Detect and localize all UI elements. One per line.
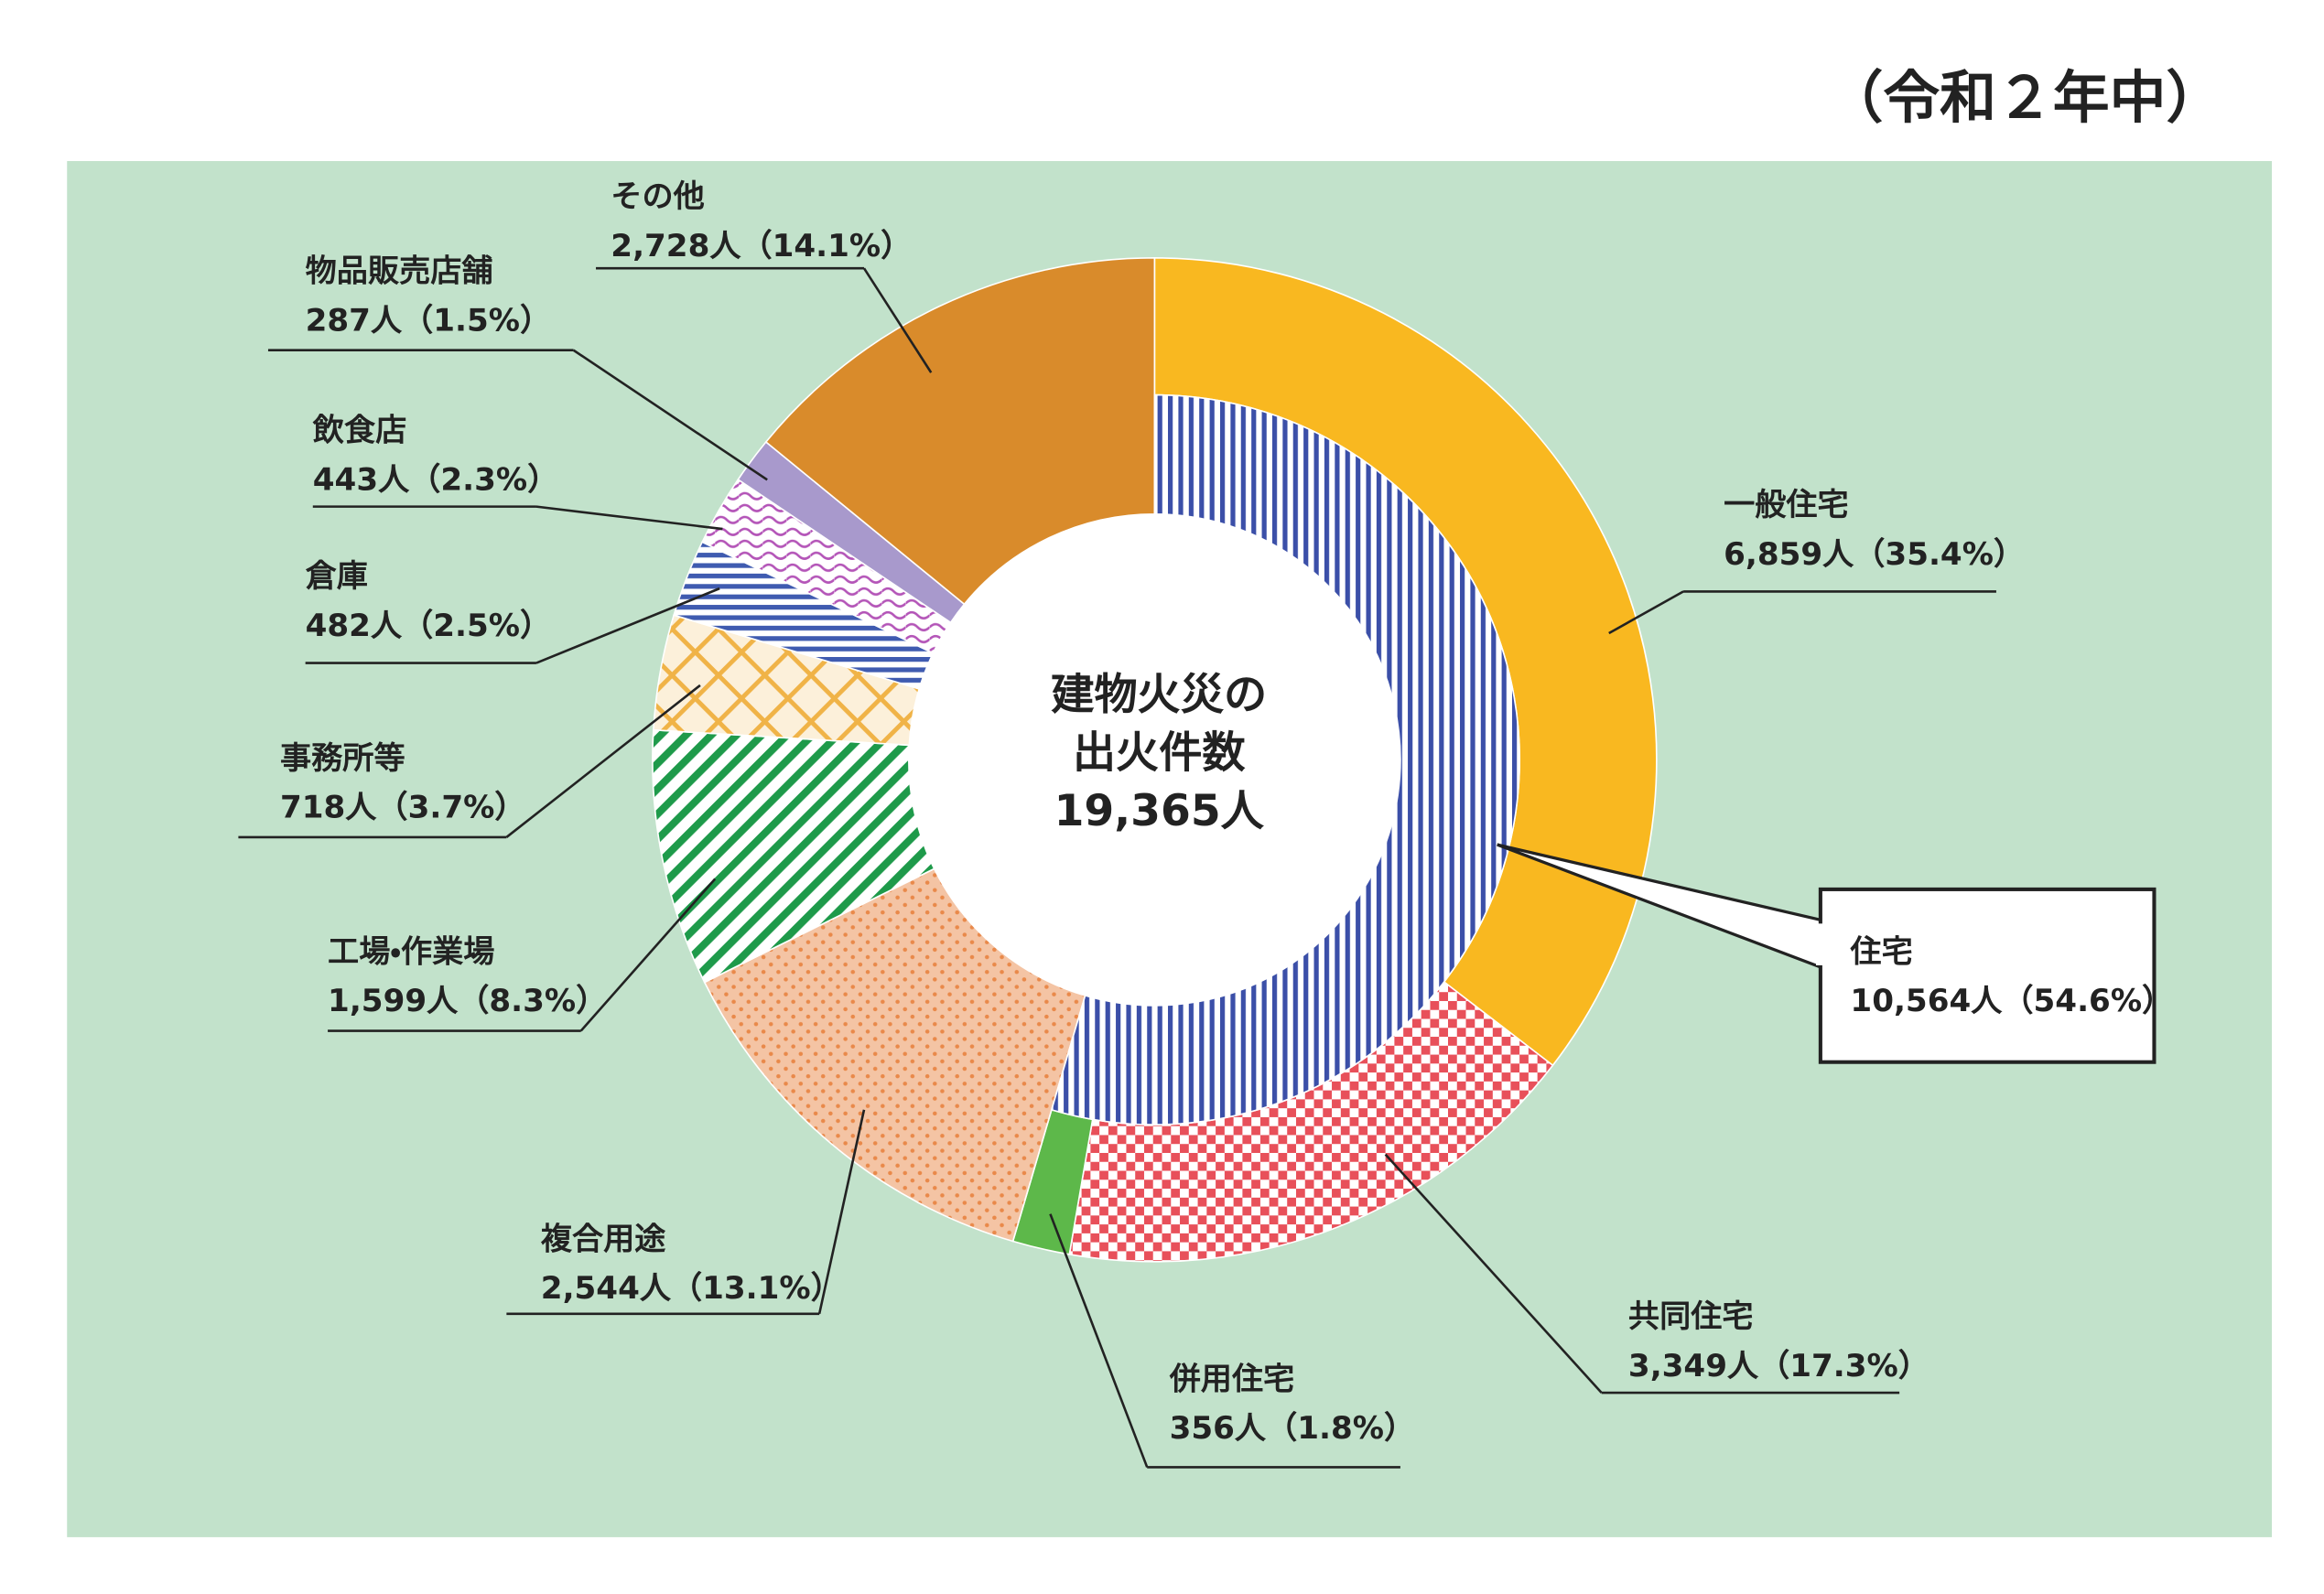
- category-label: 一般住宅: [1724, 487, 1849, 523]
- value-label: 482人（2.5%）: [306, 608, 552, 644]
- category-label: 工場・作業場: [328, 933, 494, 970]
- leader-line: [1608, 590, 1996, 635]
- center-label: 建物火災の: [1051, 670, 1267, 720]
- center-label: 出火件数: [1073, 727, 1247, 778]
- leader-line: [328, 878, 717, 1032]
- donut: [652, 257, 1658, 1263]
- category-label: 複合用途: [541, 1222, 666, 1258]
- leader-line: [1049, 1213, 1400, 1469]
- leader-line: [267, 349, 768, 481]
- category-label: 住宅: [1849, 933, 1912, 970]
- value-label: 287人（1.5%）: [306, 302, 552, 339]
- value-label: 1,599人（8.3%）: [328, 983, 607, 1019]
- value-label: 718人（3.7%）: [280, 790, 526, 826]
- value-label: 443人（2.3%）: [313, 461, 559, 498]
- leader-line: [305, 587, 720, 664]
- leader-line: [596, 266, 933, 373]
- leader-line: [1384, 1153, 1900, 1395]
- value-label: 6,859人（35.4%）: [1724, 536, 2025, 573]
- labels: 一般住宅 6,859人（35.4%） 共同住宅 3,349人（17.3%） 併用住宅 35…: [238, 178, 2173, 1469]
- page-title: （令和２年中）: [1827, 65, 2223, 131]
- center-label: 19,365人: [1054, 786, 1265, 836]
- category-label: 飲食店: [312, 413, 406, 449]
- category-label: 物品販売店舗: [306, 253, 493, 290]
- category-label: その他: [611, 178, 704, 215]
- leader-line: [238, 684, 701, 839]
- category-label: 併用住宅: [1169, 1362, 1295, 1398]
- value-label: 3,349人（17.3%）: [1628, 1348, 1929, 1384]
- category-label: 事務所等: [280, 740, 405, 777]
- category-label: 倉庫: [306, 558, 368, 595]
- leader-line: [506, 1109, 866, 1316]
- category-label: 共同住宅: [1628, 1298, 1754, 1335]
- value-label: 356人（1.8%）: [1170, 1410, 1416, 1447]
- leader-line: [312, 505, 723, 531]
- donut-hole: [908, 513, 1400, 1006]
- value-label: 10,564人（54.6%）: [1850, 983, 2173, 1019]
- callout-box: [1818, 887, 2156, 1064]
- value-label: 2,544人（13.1%）: [541, 1270, 842, 1307]
- value-label: 2,728人（14.1%）: [611, 228, 912, 264]
